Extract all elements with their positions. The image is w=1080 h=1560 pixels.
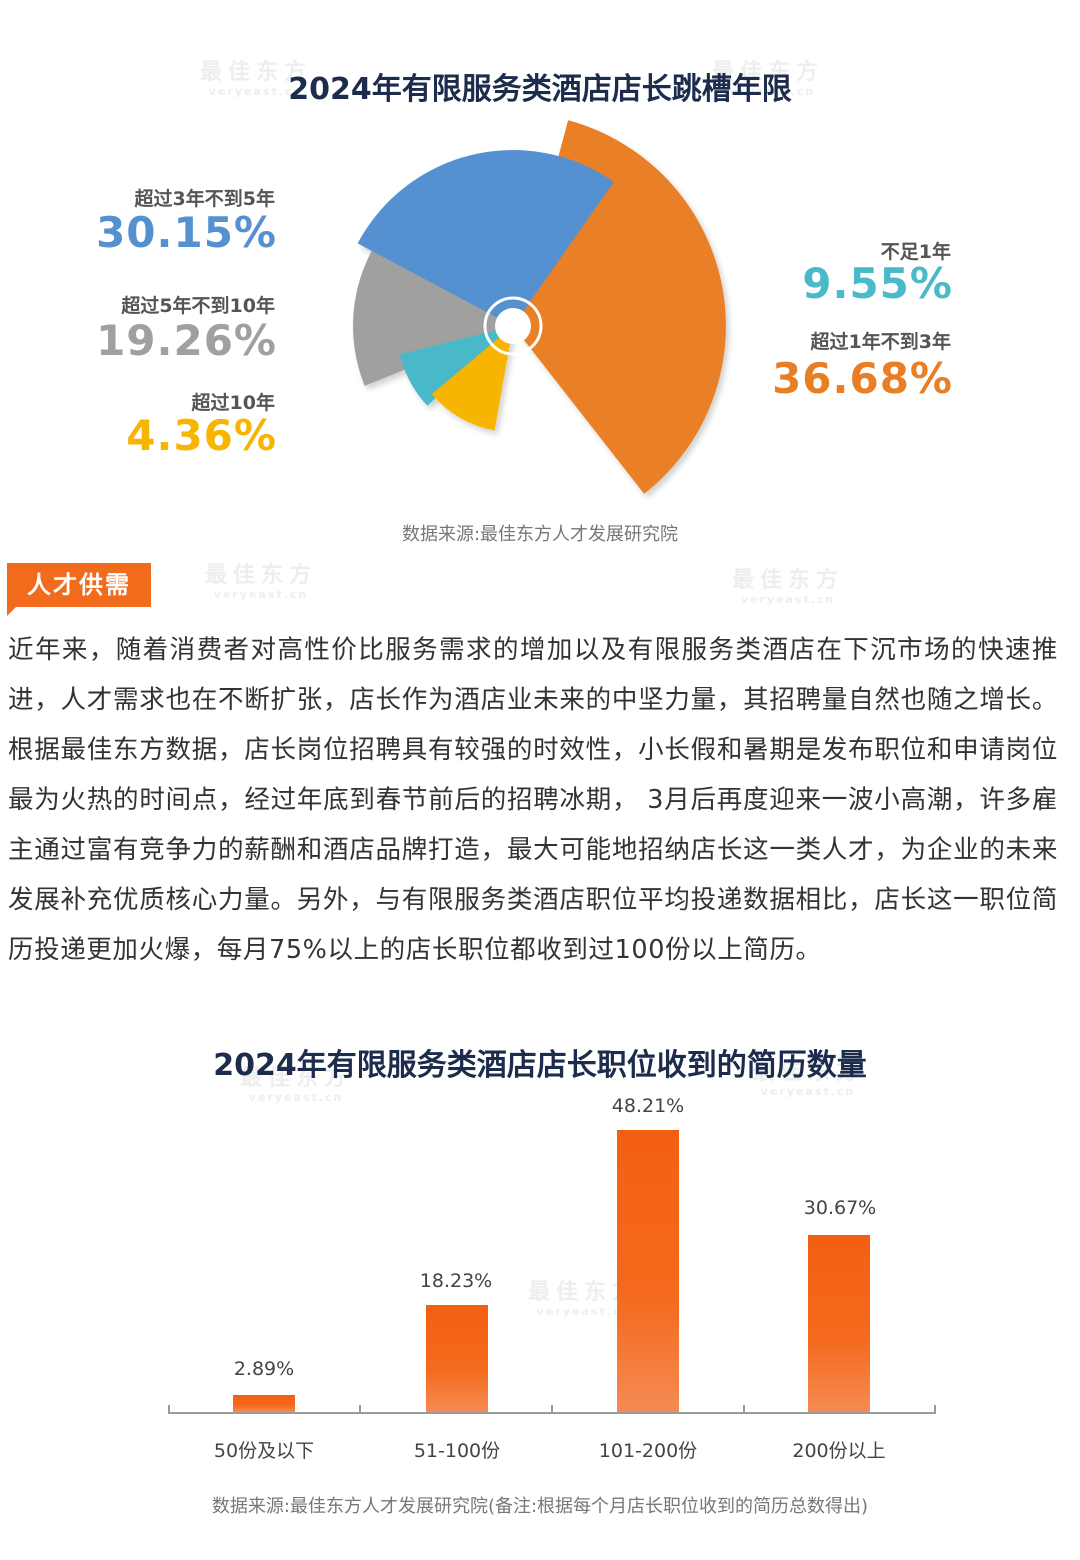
watermark-en: veryeast.cn: [740, 593, 836, 606]
value-over-10-years: 4.36%: [126, 411, 277, 460]
value-5to10-years: 19.26%: [96, 316, 277, 365]
center-hole: [495, 308, 531, 344]
watermark-en: veryeast.cn: [213, 588, 309, 601]
value-under-1-year: 9.55%: [802, 259, 953, 308]
bar-value-label: 2.89%: [233, 1358, 295, 1380]
axis-tick: [168, 1405, 170, 1414]
bar-50-or-less: [233, 1395, 295, 1412]
sector-over-10-years: [431, 326, 513, 431]
rose-chart-source: 数据来源:最佳东方人才发展研究院: [401, 524, 679, 545]
value-3to5-years: 30.15%: [96, 208, 277, 257]
bar-over-200: [808, 1235, 870, 1412]
watermark-cn: 最佳东方: [732, 568, 845, 593]
rose-chart: [353, 120, 726, 494]
bar-chart-source: 数据来源:最佳东方人才发展研究院(备注:根据每个月店长职位收到的简历总数得出): [211, 1496, 869, 1517]
category-label: 101-200份: [598, 1440, 698, 1462]
bar-value-label: 30.67%: [803, 1197, 877, 1219]
label-over-10-years: 超过10年: [191, 392, 275, 414]
bar-value-label: 18.23%: [419, 1270, 493, 1292]
bar-value-label: 48.21%: [611, 1095, 685, 1117]
category-label: 200份以上: [792, 1440, 886, 1462]
bar-51-100: [426, 1305, 488, 1412]
sector-under-1-year: [399, 326, 513, 406]
axis-tick: [359, 1405, 361, 1414]
label-3to5-years: 超过3年不到5年: [134, 188, 275, 210]
axis-tick: [934, 1405, 936, 1414]
watermark-en: veryeast.cn: [760, 1085, 856, 1098]
watermark-en: veryeast.cn: [248, 1091, 344, 1104]
label-1to3-years: 超过1年不到3年: [810, 331, 951, 353]
badge-tail: [7, 606, 17, 616]
category-label: 50份及以下: [213, 1440, 315, 1462]
axis-tick: [743, 1405, 745, 1414]
bar-101-200: [617, 1130, 679, 1412]
label-5to10-years: 超过5年不到10年: [121, 295, 275, 317]
rose-chart-title: 2024年有限服务类酒店店长跳槽年限: [288, 72, 792, 107]
label-under-1-year: 不足1年: [880, 241, 951, 263]
body-paragraph: 近年来，随着消费者对高性价比服务需求的增加以及有限服务类酒店在下沉市场的快速推进…: [8, 635, 1058, 965]
category-label: 51-100份: [413, 1440, 501, 1462]
center-ring: [483, 296, 543, 356]
bar-chart-title: 2024年有限服务类酒店店长职位收到的简历数量: [213, 1048, 867, 1083]
value-1to3-years: 36.68%: [772, 354, 953, 403]
axis-tick: [551, 1405, 553, 1414]
watermark: 最佳东方 veryeast.cn: [732, 568, 845, 606]
watermark-cn: 最佳东方: [205, 563, 318, 588]
watermark: 最佳东方 veryeast.cn: [205, 563, 318, 601]
section-badge: 人才供需: [7, 563, 151, 607]
sector-3to5-years: [357, 150, 614, 326]
